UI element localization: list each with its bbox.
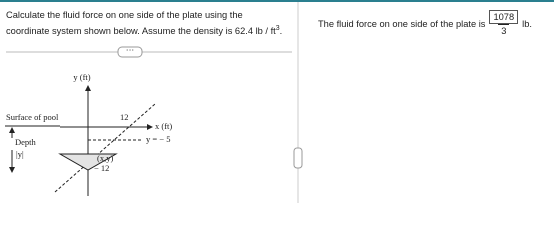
superscript: 3 [275, 25, 280, 32]
answer-prefix: The fluid force on one side of the plate… [318, 18, 486, 29]
dots: ··· [126, 45, 135, 55]
surface-label: Surface of pool [6, 112, 59, 122]
plate [58, 153, 118, 171]
x-label: x (ft) [155, 121, 172, 131]
question-text: Calculate the fluid force on one side of… [6, 10, 276, 37]
point-label: (x,y) [97, 153, 113, 163]
line-label: y = − 5 [146, 134, 170, 144]
question-end: . [279, 26, 283, 37]
denominator[interactable]: 3 [498, 24, 510, 37]
bottom-label: − 12 [94, 163, 109, 173]
numerator[interactable]: 1078 [489, 10, 519, 24]
depth-label: Depth [15, 137, 37, 147]
page: Calculate the fluid force on one side of… [0, 0, 554, 203]
fraction: 1078 3 [489, 10, 519, 37]
top-bar [0, 0, 554, 2]
y-label: y (ft) [73, 72, 90, 82]
depth-abs: |y| [16, 149, 24, 159]
top-label: 12 [120, 112, 129, 122]
diagonal [54, 103, 156, 193]
answer: The fluid force on one side of the plate… [318, 10, 532, 37]
divider-handle[interactable] [293, 147, 303, 169]
question: Calculate the fluid force on one side of… [6, 8, 286, 38]
expand-button[interactable] [117, 46, 143, 58]
unit: lb. [522, 18, 532, 29]
